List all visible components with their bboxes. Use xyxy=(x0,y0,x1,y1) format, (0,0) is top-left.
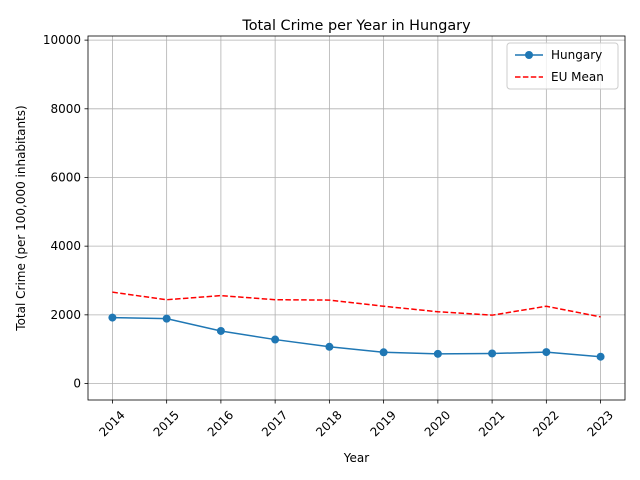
y-tick-label: 10000 xyxy=(43,33,81,47)
plot-frame xyxy=(87,35,626,401)
y-axis: 0 2000 4000 6000 8000 10000 xyxy=(43,33,88,391)
series-line-eu-mean xyxy=(112,291,601,318)
legend-label-eu-mean: EU Mean xyxy=(551,70,604,84)
chart-title: Total Crime per Year in Hungary xyxy=(241,18,471,34)
series-line-hungary xyxy=(112,316,601,358)
data-point-hungary xyxy=(433,349,442,358)
data-point-hungary xyxy=(271,335,280,344)
data-point-hungary xyxy=(325,342,334,351)
legend: Hungary EU Mean xyxy=(506,42,619,90)
legend-label-hungary: Hungary xyxy=(551,48,602,62)
legend-marker-hungary xyxy=(525,51,533,59)
data-point-hungary xyxy=(488,349,497,358)
y-tick-label: 6000 xyxy=(50,170,81,184)
y-tick-label: 4000 xyxy=(50,239,81,253)
data-point-hungary xyxy=(216,326,225,335)
x-axis-title: Year xyxy=(343,451,369,465)
data-point-hungary xyxy=(542,348,551,357)
series-layer xyxy=(108,291,605,361)
data-point-hungary xyxy=(162,314,171,323)
y-tick-label: 8000 xyxy=(50,102,81,116)
y-axis-title: Total Crime (per 100,000 inhabitants) xyxy=(14,105,28,331)
data-point-hungary xyxy=(379,348,388,357)
y-tick-label: 2000 xyxy=(50,308,81,322)
grid-lines xyxy=(88,36,625,400)
data-point-hungary xyxy=(108,313,117,322)
data-point-hungary xyxy=(596,352,605,361)
y-tick-label: 0 xyxy=(73,377,81,391)
